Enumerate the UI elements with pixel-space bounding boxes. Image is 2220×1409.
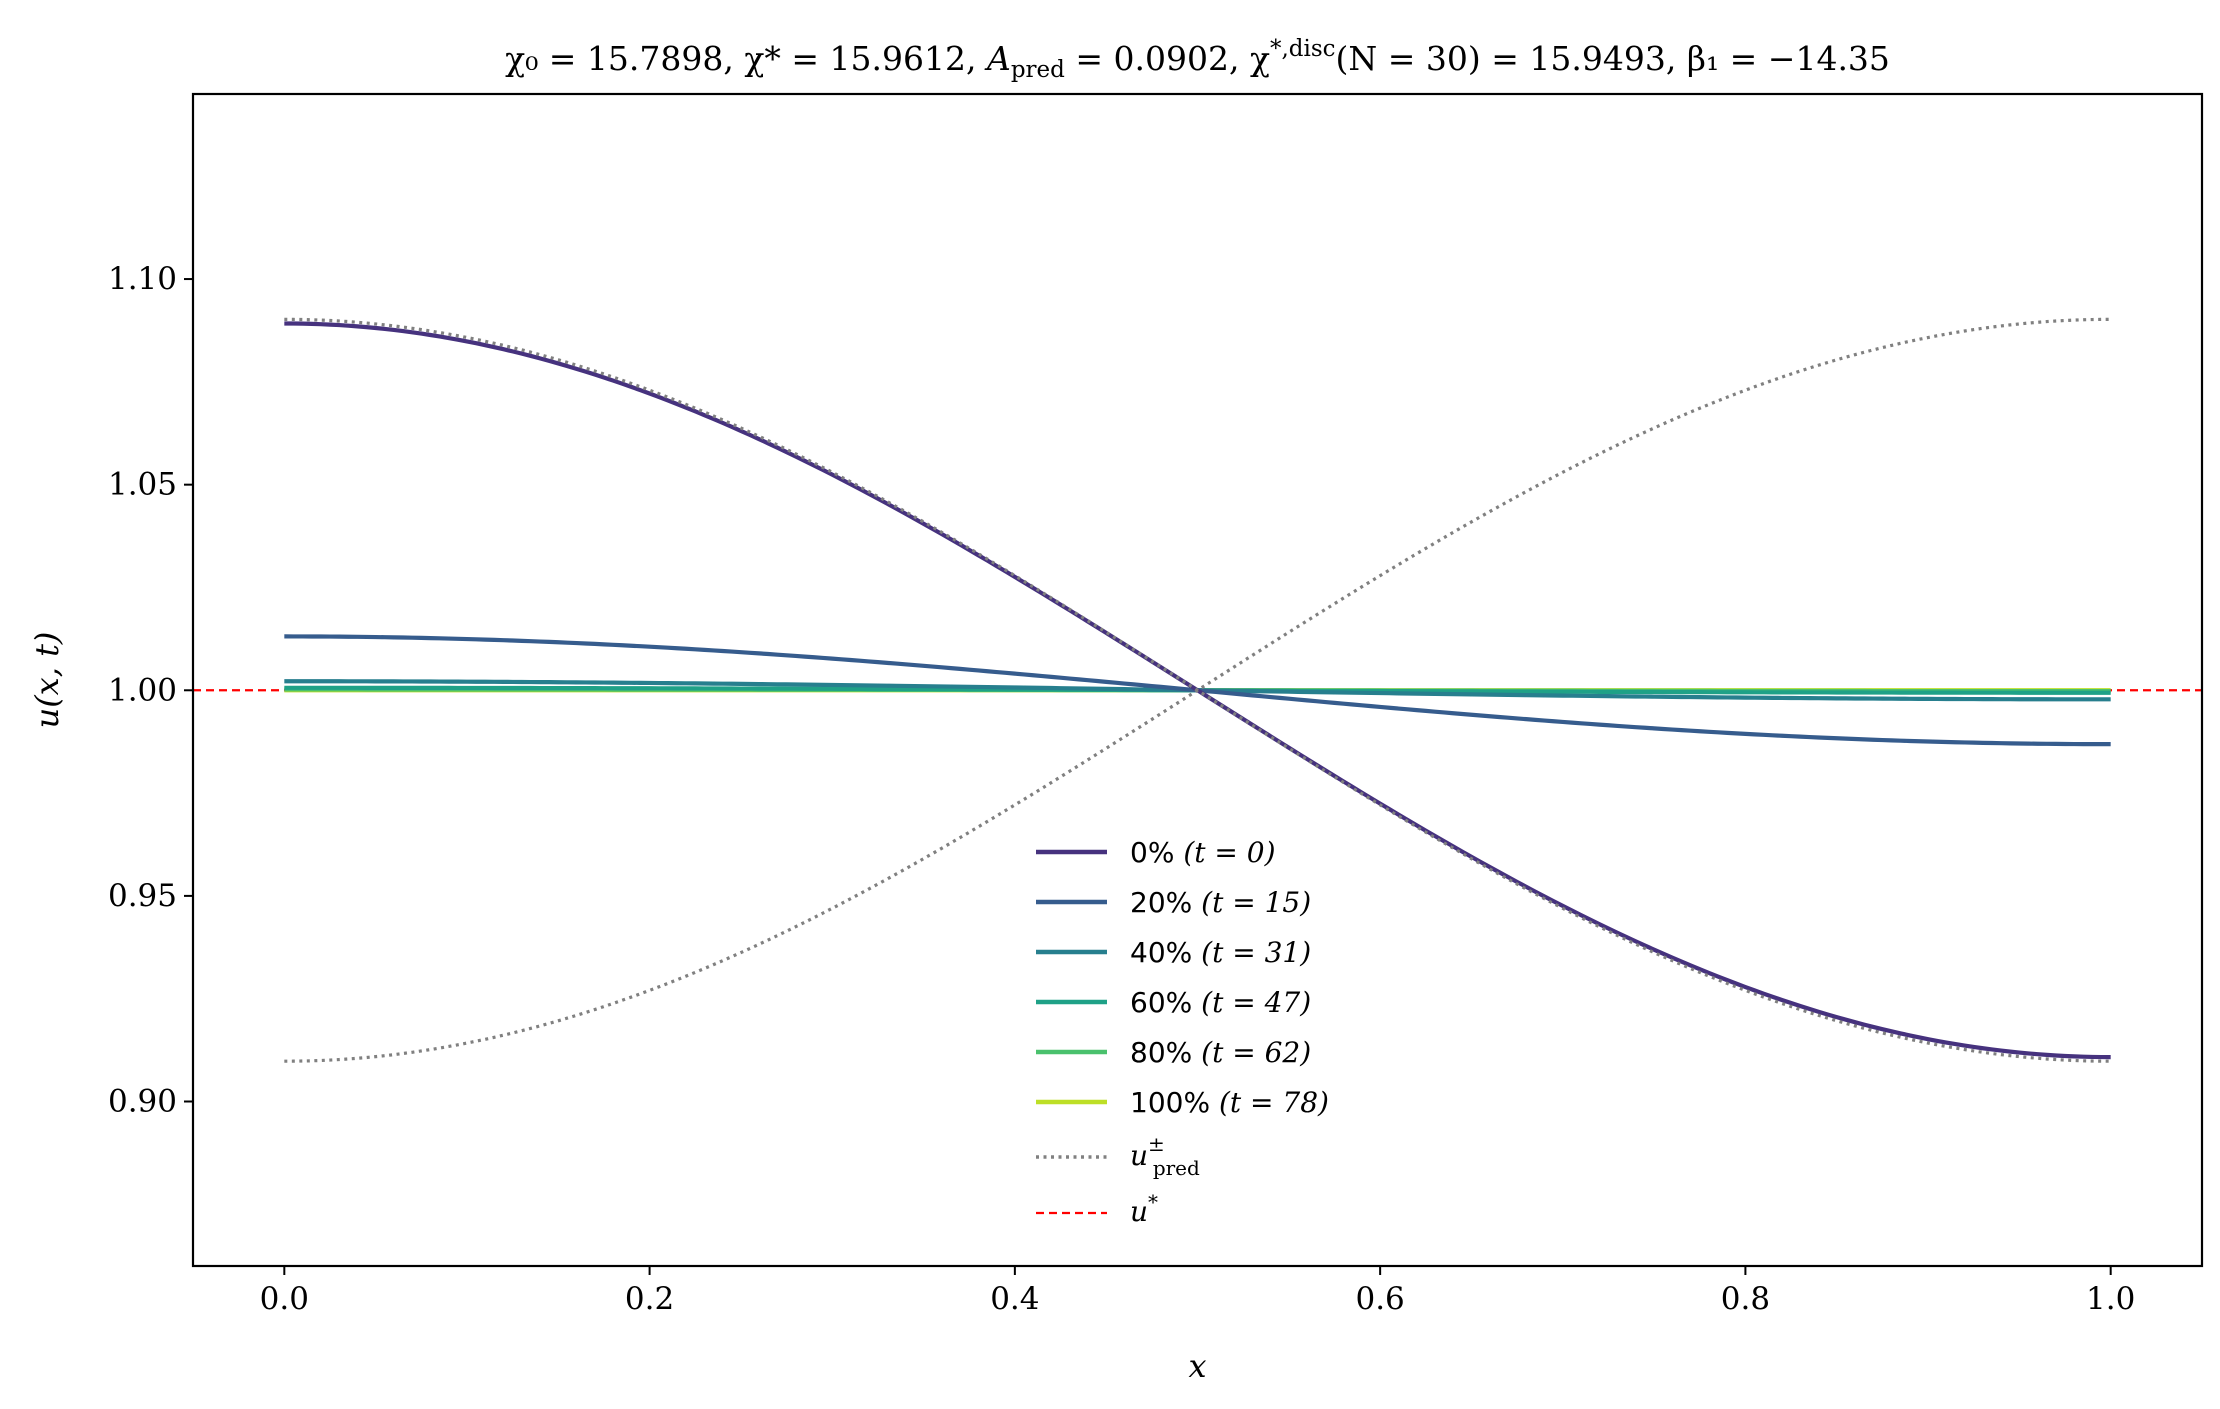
y-tick-label: 1.00: [108, 672, 177, 708]
plot-area: [193, 317, 2202, 1063]
x-tick-label: 0.2: [625, 1281, 674, 1317]
axes: 0.0 0.2 0.4 0.6 0.8 1.0 0.90 0.95 1.00 1.05 1.10 x u…: [28, 92, 2204, 1385]
chart-title: χ₀ = 15.7898, χ* = 15.9612, Apred = 0.09…: [505, 36, 1890, 83]
legend-label: 80% (t = 62): [1130, 1036, 1311, 1069]
legend-label: 20% (t = 15): [1130, 886, 1311, 919]
legend-label-ustar: u*: [1130, 1190, 1158, 1228]
y-axis-label: u(x, t): [28, 632, 66, 729]
x-tick-label: 0.8: [1721, 1281, 1770, 1317]
x-tick-label: 1.0: [2086, 1281, 2135, 1317]
chart-title-text: χ₀ = 15.7898, χ* = 15.9612, Apred = 0.09…: [505, 36, 1890, 83]
legend-label: 100% (t = 78): [1130, 1086, 1329, 1119]
legend: 0% (t = 0) 20% (t = 15) 40% (t = 31) 60% (t…: [1036, 836, 1329, 1228]
legend-label: 40% (t = 31): [1130, 936, 1311, 969]
x-tick-label: 0.0: [260, 1281, 309, 1317]
axes-frame: [191, 92, 2204, 1268]
x-tick-label: 0.4: [990, 1281, 1039, 1317]
y-tick-label: 0.95: [108, 878, 177, 914]
legend-label: 60% (t = 47): [1130, 986, 1311, 1019]
x-axis-label: x: [1188, 1347, 1206, 1385]
y-tick-label: 0.90: [108, 1084, 177, 1120]
x-tick-label: 0.6: [1355, 1281, 1404, 1317]
y-tick-label: 1.10: [108, 261, 177, 297]
y-tick-label: 1.05: [108, 467, 177, 503]
legend-label: 0% (t = 0): [1130, 836, 1276, 869]
legend-label-pred: u± pred: [1130, 1132, 1200, 1180]
pred-minus-line: [284, 317, 2111, 1063]
